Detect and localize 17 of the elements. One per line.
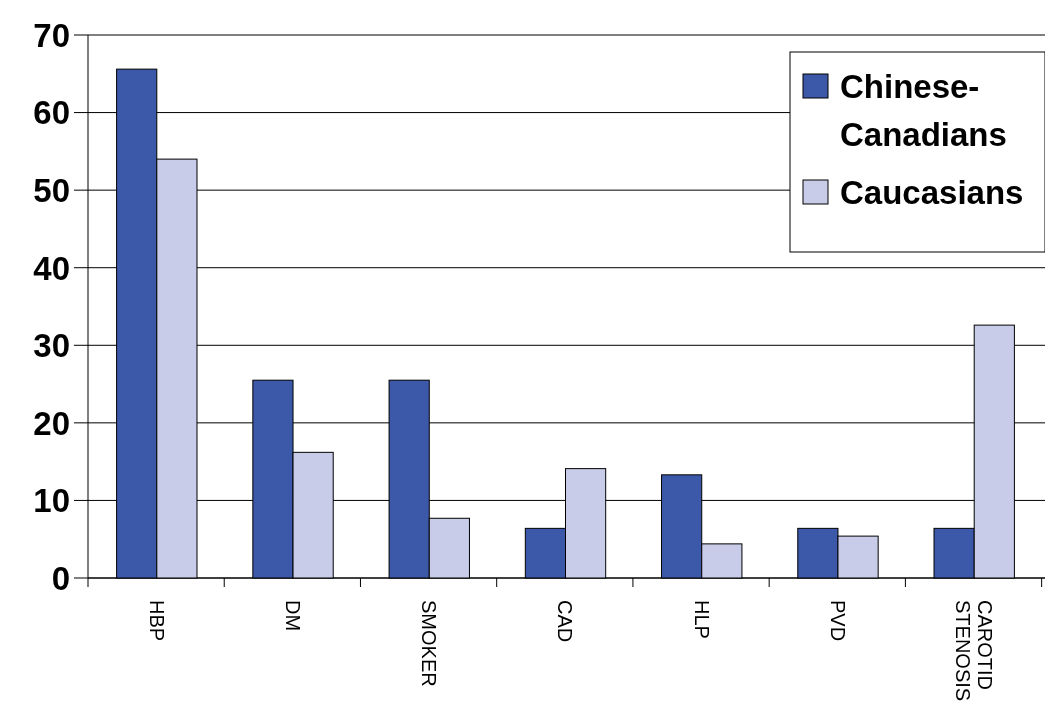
y-tick-label: 40 [33,249,70,287]
y-tick-label: 60 [33,94,70,132]
legend-label: Chinese-Canadians [840,67,1007,153]
x-tick-label: HBP [145,600,168,642]
y-tick-label: 70 [33,16,70,54]
y-tick-label: 20 [33,404,70,442]
y-tick-label: 10 [33,482,70,520]
x-tick-label: DM [281,600,304,632]
x-tick-label: CAROTID STENOSIS [952,600,996,702]
x-tick-label: PVD [826,600,849,642]
x-tick-label: CAD [554,600,577,643]
x-tick-label: HLP [690,600,713,639]
y-tick-label: 50 [33,172,70,210]
y-tick-label: 30 [33,327,70,365]
x-tick-label: SMOKER [418,600,441,687]
legend-label: Caucasians [840,173,1024,211]
y-tick-label: 0 [51,559,70,597]
